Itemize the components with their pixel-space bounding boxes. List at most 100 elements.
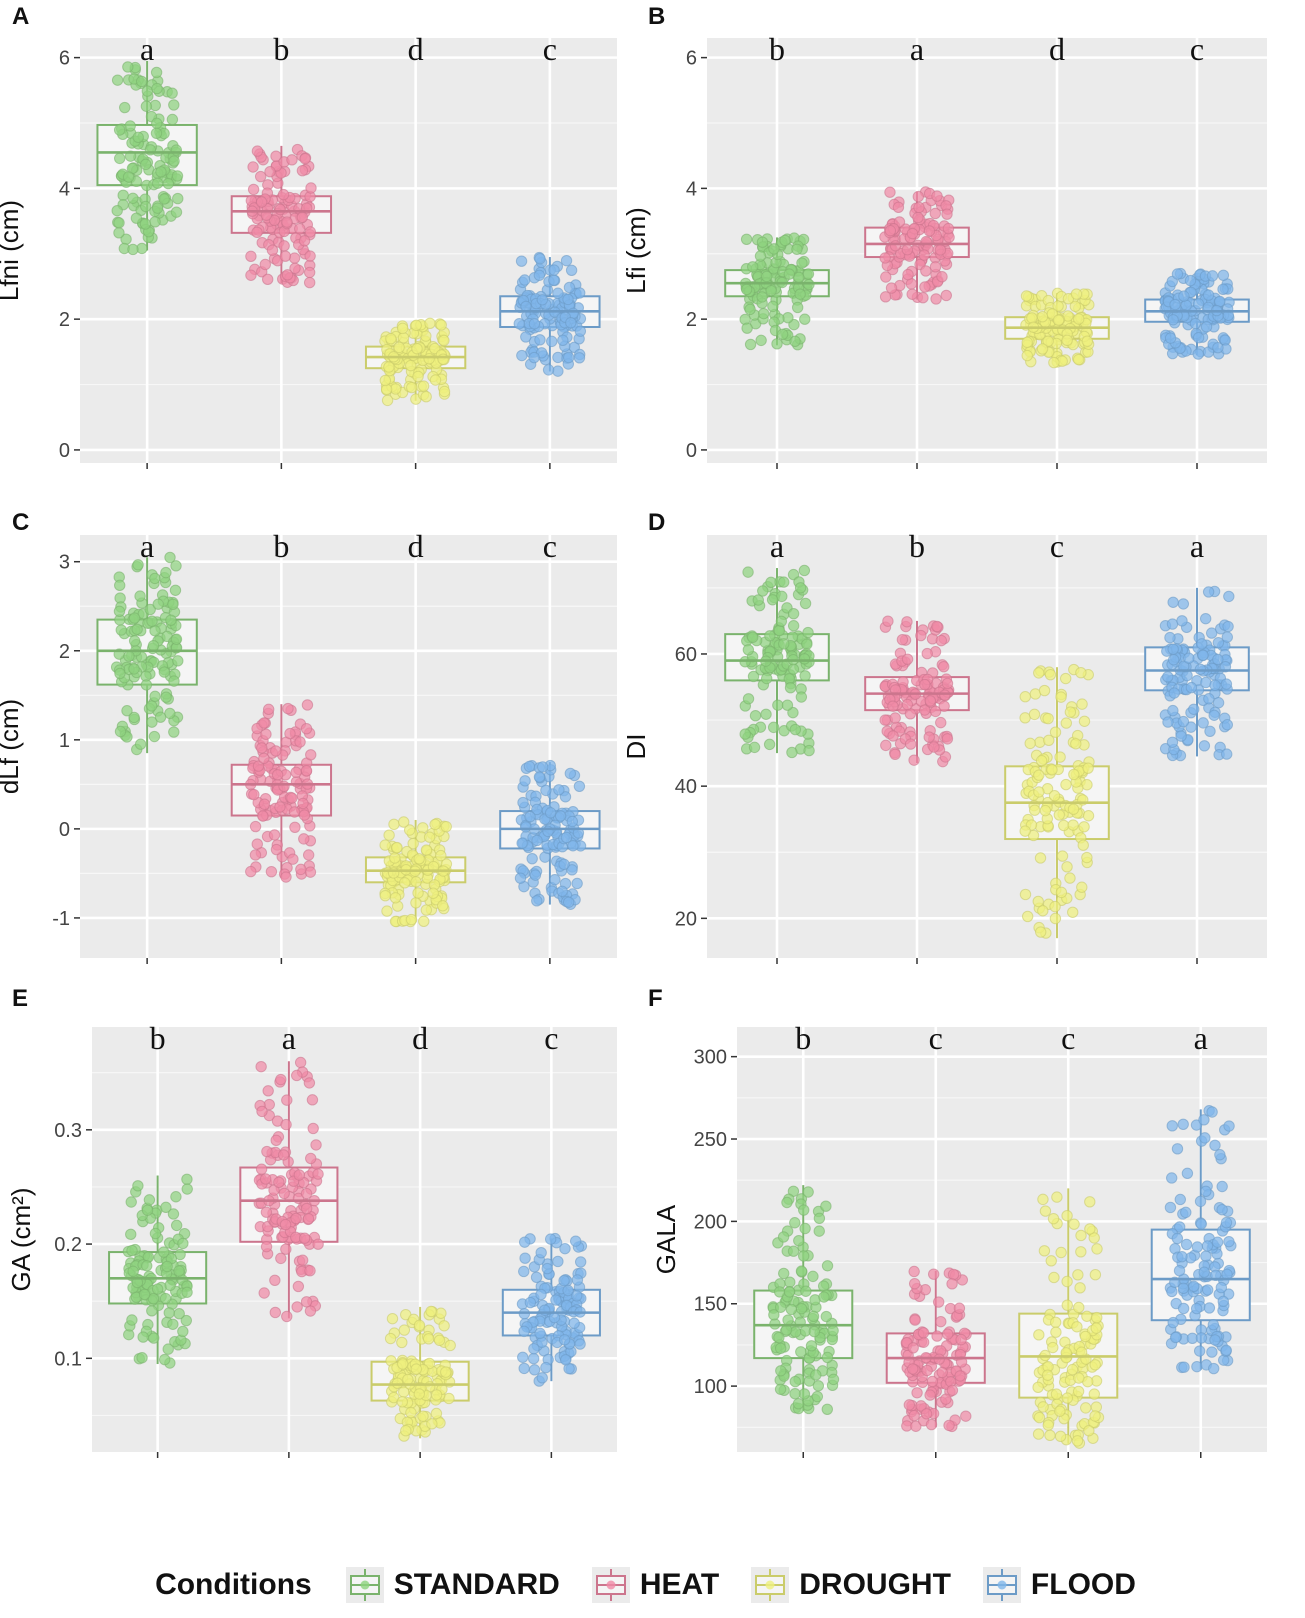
data-point bbox=[144, 603, 156, 616]
data-point bbox=[273, 1176, 285, 1188]
data-point bbox=[807, 1270, 819, 1283]
data-point bbox=[177, 1325, 189, 1338]
data-point bbox=[1204, 725, 1216, 737]
data-point bbox=[756, 236, 769, 248]
data-point bbox=[908, 1265, 920, 1278]
legend-item-standard: STANDARD bbox=[345, 1567, 560, 1603]
data-point bbox=[126, 1314, 138, 1326]
data-point bbox=[563, 351, 575, 364]
panel-tag: C bbox=[12, 509, 29, 536]
data-point bbox=[574, 287, 586, 299]
data-point bbox=[880, 739, 892, 752]
data-point bbox=[548, 274, 560, 286]
data-point bbox=[567, 840, 579, 852]
data-point bbox=[789, 1375, 802, 1388]
data-point bbox=[931, 190, 943, 202]
data-point bbox=[1212, 697, 1225, 709]
data-point bbox=[549, 873, 561, 886]
data-point bbox=[1029, 804, 1041, 816]
data-point bbox=[548, 264, 560, 276]
data-point bbox=[261, 1145, 273, 1158]
data-point bbox=[128, 711, 140, 724]
data-point bbox=[281, 216, 293, 228]
data-point bbox=[154, 711, 167, 723]
data-point bbox=[172, 655, 184, 667]
legend-key-drought bbox=[751, 1567, 790, 1603]
data-point bbox=[559, 791, 572, 803]
data-point bbox=[435, 319, 447, 331]
data-point bbox=[1168, 687, 1180, 699]
data-point bbox=[946, 1278, 958, 1290]
data-point bbox=[268, 829, 281, 841]
data-point bbox=[1061, 1299, 1073, 1311]
data-point bbox=[774, 1383, 787, 1395]
data-point bbox=[1049, 726, 1062, 738]
data-point bbox=[424, 317, 436, 330]
data-point bbox=[162, 1343, 174, 1355]
data-point bbox=[534, 1327, 546, 1340]
data-point bbox=[139, 200, 152, 213]
box-group-standard: b bbox=[724, 31, 830, 351]
legend-item-drought: DROUGHT bbox=[751, 1567, 951, 1603]
data-point bbox=[294, 736, 306, 748]
data-point bbox=[1072, 1385, 1085, 1398]
data-point bbox=[1198, 740, 1211, 752]
significance-letter: a bbox=[140, 528, 154, 564]
data-point bbox=[915, 629, 927, 642]
data-point bbox=[433, 1334, 446, 1347]
data-point bbox=[1059, 672, 1072, 685]
data-point bbox=[300, 765, 313, 777]
data-point bbox=[279, 250, 292, 262]
legend-label-flood: FLOOD bbox=[1030, 1568, 1136, 1601]
data-point bbox=[517, 1351, 529, 1363]
data-point bbox=[955, 1333, 967, 1346]
data-point bbox=[906, 227, 919, 240]
data-point bbox=[541, 1262, 553, 1275]
data-point bbox=[930, 293, 942, 305]
data-point bbox=[388, 818, 400, 830]
data-point bbox=[1212, 636, 1225, 649]
data-point bbox=[1188, 703, 1200, 715]
data-point bbox=[528, 318, 541, 330]
data-point bbox=[405, 359, 417, 372]
data-point bbox=[907, 1363, 919, 1375]
data-point bbox=[249, 849, 262, 861]
data-point bbox=[518, 1325, 530, 1338]
box-group-standard: b bbox=[108, 1020, 208, 1369]
data-point bbox=[915, 1400, 927, 1412]
data-point bbox=[785, 1303, 798, 1316]
box-group-heat: b bbox=[230, 528, 333, 883]
data-point bbox=[268, 214, 281, 226]
data-point bbox=[808, 1325, 820, 1338]
panel-tag: E bbox=[12, 985, 28, 1012]
data-point bbox=[425, 1305, 437, 1318]
data-point bbox=[278, 780, 290, 793]
data-point bbox=[550, 1294, 562, 1306]
data-point bbox=[1167, 314, 1179, 326]
data-point bbox=[778, 1267, 790, 1280]
data-point bbox=[296, 164, 309, 177]
data-point bbox=[821, 1351, 834, 1364]
data-point bbox=[1220, 1216, 1233, 1229]
data-point bbox=[920, 1408, 933, 1420]
data-point bbox=[904, 708, 917, 720]
data-point bbox=[1164, 631, 1176, 644]
data-point bbox=[410, 876, 422, 888]
data-point bbox=[901, 244, 914, 256]
significance-letter: c bbox=[1050, 528, 1064, 564]
data-point bbox=[281, 1094, 293, 1106]
data-point bbox=[531, 895, 543, 907]
data-point bbox=[169, 584, 182, 596]
data-point bbox=[411, 343, 423, 355]
data-point bbox=[1061, 861, 1073, 873]
data-point bbox=[1073, 1301, 1085, 1314]
data-point bbox=[799, 1222, 811, 1235]
data-point bbox=[1054, 751, 1066, 763]
data-point bbox=[281, 269, 294, 281]
data-point bbox=[391, 841, 403, 854]
data-point bbox=[913, 201, 925, 214]
panel-background bbox=[80, 38, 617, 463]
data-point bbox=[563, 281, 576, 294]
data-point bbox=[271, 769, 284, 781]
data-point bbox=[291, 1301, 303, 1313]
